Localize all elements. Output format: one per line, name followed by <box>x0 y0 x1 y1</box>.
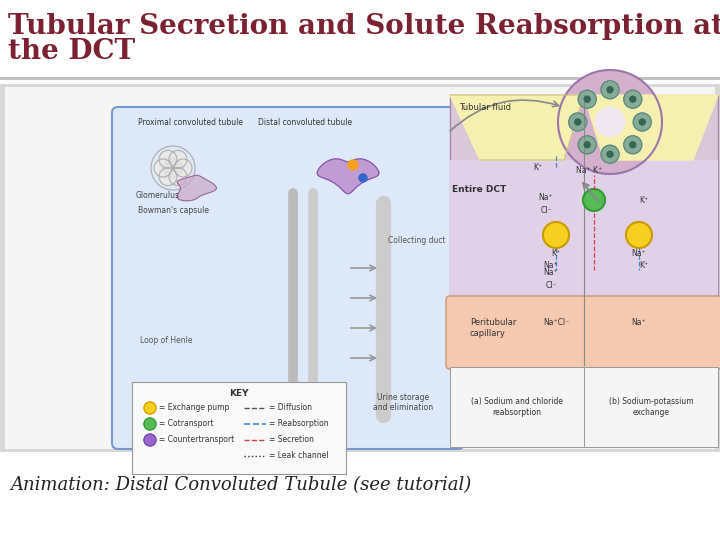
Text: Tubular fluid: Tubular fluid <box>459 103 511 112</box>
Polygon shape <box>450 95 584 160</box>
Text: = Exchange pump: = Exchange pump <box>159 403 230 413</box>
Text: = Leak channel: = Leak channel <box>269 451 328 461</box>
Text: Na⁺ K⁺: Na⁺ K⁺ <box>576 166 602 175</box>
Text: Na⁺: Na⁺ <box>544 268 558 277</box>
Circle shape <box>578 90 596 108</box>
Text: Urine storage
and elimination: Urine storage and elimination <box>373 393 433 413</box>
Circle shape <box>174 159 192 177</box>
Text: Na⁺: Na⁺ <box>631 249 647 258</box>
Text: K⁺: K⁺ <box>552 249 561 258</box>
Text: Distal convoluted tubule: Distal convoluted tubule <box>258 118 352 127</box>
Text: = Cotransport: = Cotransport <box>159 420 214 429</box>
Text: Animation: Distal Convoluted Tubule (see tutorial): Animation: Distal Convoluted Tubule (see… <box>10 476 472 494</box>
Text: Na⁺: Na⁺ <box>631 318 647 327</box>
Circle shape <box>154 159 172 177</box>
FancyBboxPatch shape <box>446 296 720 369</box>
Circle shape <box>607 151 613 157</box>
Circle shape <box>144 434 156 446</box>
Circle shape <box>595 107 624 137</box>
Text: Na⁺Cl⁻: Na⁺Cl⁻ <box>543 318 569 327</box>
Text: KEY: KEY <box>229 389 248 398</box>
Text: Bowman's capsule: Bowman's capsule <box>138 206 209 215</box>
Text: Na⁺: Na⁺ <box>539 193 553 202</box>
Circle shape <box>144 418 156 430</box>
Text: (b) Sodium-potassium
exchange: (b) Sodium-potassium exchange <box>608 397 693 417</box>
Circle shape <box>578 136 596 154</box>
FancyBboxPatch shape <box>0 84 720 452</box>
Text: Cl⁻: Cl⁻ <box>545 281 557 290</box>
Circle shape <box>630 96 636 102</box>
FancyBboxPatch shape <box>132 382 346 474</box>
Text: = Countertransport: = Countertransport <box>159 435 234 444</box>
Polygon shape <box>584 95 718 160</box>
FancyBboxPatch shape <box>450 367 718 447</box>
Circle shape <box>159 150 177 168</box>
Text: Collecting duct: Collecting duct <box>388 236 446 245</box>
Text: Cl⁻: Cl⁻ <box>540 206 552 215</box>
Circle shape <box>626 222 652 248</box>
Polygon shape <box>177 176 217 201</box>
Circle shape <box>584 96 590 102</box>
Circle shape <box>348 160 358 170</box>
FancyBboxPatch shape <box>5 87 715 449</box>
Circle shape <box>630 142 636 148</box>
Polygon shape <box>318 159 379 194</box>
Text: Entire DCT: Entire DCT <box>452 185 506 194</box>
Text: Na⁺: Na⁺ <box>544 261 558 270</box>
Text: = Secretion: = Secretion <box>269 435 314 444</box>
Text: Glomerulus: Glomerulus <box>136 191 180 200</box>
Circle shape <box>163 158 183 178</box>
Text: the DCT: the DCT <box>8 38 135 65</box>
Text: K⁺: K⁺ <box>534 163 543 172</box>
Circle shape <box>624 136 642 154</box>
FancyBboxPatch shape <box>450 95 718 365</box>
Circle shape <box>607 87 613 93</box>
Circle shape <box>359 174 367 182</box>
Text: (a) Sodium and chloride
reabsorption: (a) Sodium and chloride reabsorption <box>471 397 563 417</box>
Circle shape <box>583 189 605 211</box>
Circle shape <box>624 90 642 108</box>
Circle shape <box>634 113 652 131</box>
Circle shape <box>543 222 569 248</box>
Text: Tubular Secretion and Solute Reabsorption at: Tubular Secretion and Solute Reabsorptio… <box>8 13 720 40</box>
Circle shape <box>569 113 587 131</box>
Text: Proximal convoluted tubule: Proximal convoluted tubule <box>138 118 243 127</box>
Circle shape <box>144 402 156 414</box>
Text: K⁺: K⁺ <box>639 261 649 270</box>
Circle shape <box>584 142 590 148</box>
Text: = Reabsorption: = Reabsorption <box>269 420 328 429</box>
Circle shape <box>639 119 645 125</box>
Circle shape <box>575 119 581 125</box>
Circle shape <box>558 70 662 174</box>
Circle shape <box>169 167 187 186</box>
FancyBboxPatch shape <box>450 160 718 300</box>
Text: = Diffusion: = Diffusion <box>269 403 312 413</box>
Text: Loop of Henle: Loop of Henle <box>140 336 192 345</box>
Text: Peritubular
capillary: Peritubular capillary <box>470 318 516 338</box>
Circle shape <box>169 150 187 168</box>
Text: K⁺: K⁺ <box>639 196 649 205</box>
FancyBboxPatch shape <box>112 107 464 449</box>
Circle shape <box>159 167 177 186</box>
Circle shape <box>601 81 619 99</box>
Circle shape <box>601 145 619 163</box>
